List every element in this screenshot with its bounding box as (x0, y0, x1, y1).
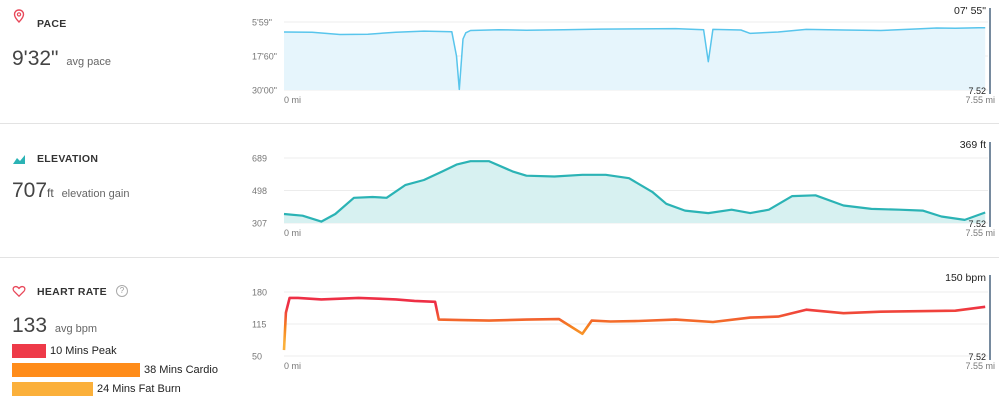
x-tick-label: 0 mi (284, 361, 301, 371)
current-value-label: 07' 55" (954, 5, 986, 17)
elevation-gain-value: 707ft elevation gain (12, 179, 129, 203)
pace-chart[interactable]: 5'59" 17'60" 30'00" 0 mi 7.55 mi 07' 55" 7.52 (0, 0, 999, 123)
y-tick-label: 689 (252, 154, 267, 164)
current-value-label: 369 ft (960, 139, 986, 151)
x-tick-label: 7.55 mi (965, 228, 995, 238)
y-tick-label: 5'59" (252, 18, 272, 28)
series-line (283, 26, 986, 91)
series-line (283, 160, 986, 223)
avg-pace-value: 9'32" avg pace (12, 47, 111, 71)
x-tick-label: 7.55 mi (965, 361, 995, 371)
elevation-chart[interactable]: 689 498 307 0 mi 7.55 mi 369 ft 7.52 (0, 124, 999, 257)
marker-position-label: 7.52 (968, 219, 986, 229)
avg-pace-label: avg pace (66, 56, 112, 68)
x-tick-label: 7.55 mi (965, 95, 995, 105)
zone-label: 10 Mins Peak (50, 345, 117, 357)
y-tick-label: 180 (252, 288, 267, 298)
avg-bpm-label: avg bpm (54, 323, 98, 335)
zone-bar (12, 344, 46, 358)
series-line (282, 296, 986, 351)
section-divider (0, 123, 999, 124)
heart-rate-section: HEART RATE ? 133 avg bpm 10 Mins Peak 38 … (0, 258, 999, 404)
heart-rate-chart[interactable]: 180 115 50 0 mi 7.55 mi 150 bpm 7.52 (0, 258, 999, 404)
avg-bpm-number: 133 (12, 314, 48, 337)
elevation-title: ELEVATION (37, 153, 99, 165)
x-tick-label: 0 mi (284, 228, 301, 238)
avg-bpm-value: 133 avg bpm (12, 314, 97, 338)
zone-bar (12, 363, 140, 377)
area-fill (284, 161, 986, 223)
help-icon[interactable]: ? (116, 285, 128, 297)
area-fill (284, 27, 986, 90)
elevation-section: ELEVATION 707ft elevation gain 689 498 307… (0, 124, 999, 257)
heart-rate-title: HEART RATE (37, 286, 107, 298)
zone-label: 24 Mins Fat Burn (97, 383, 181, 395)
marker-position-label: 7.52 (968, 352, 986, 362)
elevation-gain-label: elevation gain (61, 188, 130, 200)
zone-label: 38 Mins Cardio (144, 364, 218, 376)
marker-position-label: 7.52 (968, 86, 986, 96)
section-divider (0, 257, 999, 258)
y-tick-label: 17'60" (252, 51, 277, 61)
heart-icon (12, 285, 26, 298)
elevation-gain-unit: ft (47, 186, 54, 200)
elevation-gain-number: 707 (12, 179, 48, 202)
pace-title: PACE (37, 18, 67, 30)
zone-bar (12, 382, 93, 396)
y-tick-label: 307 (252, 219, 267, 229)
x-tick-label: 0 mi (284, 95, 301, 105)
elevation-icon (13, 155, 25, 164)
location-pin-icon (13, 9, 25, 23)
pace-section: PACE 9'32" avg pace 5'59" 17'60" 30'00" 0 m… (0, 0, 999, 123)
y-tick-label: 115 (252, 320, 266, 330)
y-tick-label: 498 (252, 186, 267, 196)
avg-pace-number: 9'32" (12, 47, 59, 70)
current-value-label: 150 bpm (945, 272, 986, 284)
y-tick-label: 30'00" (252, 86, 277, 96)
y-tick-label: 50 (252, 352, 262, 362)
